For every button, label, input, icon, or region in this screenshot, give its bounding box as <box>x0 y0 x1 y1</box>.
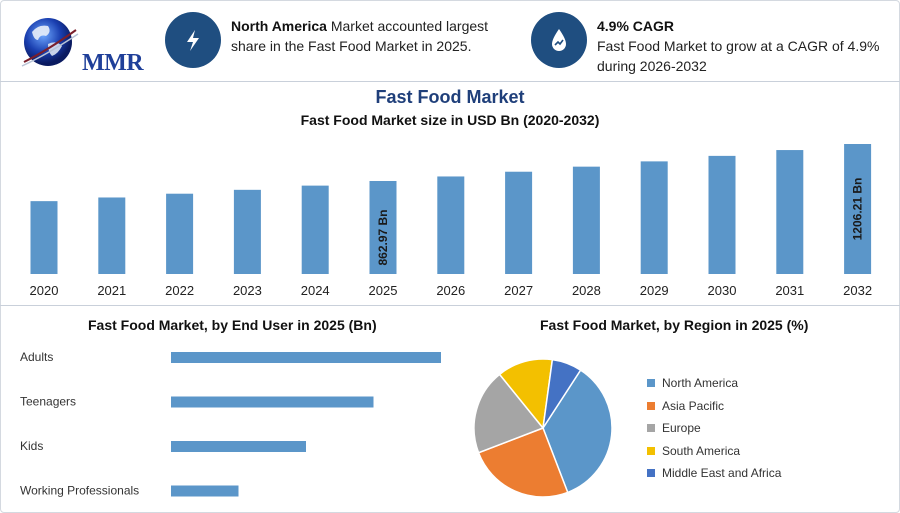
x-tick-label: 2026 <box>436 283 465 298</box>
x-tick-label: 2021 <box>97 283 126 298</box>
x-tick-label: 2030 <box>708 283 737 298</box>
info-cagr-text: 4.9% CAGR Fast Food Market to grow at a … <box>597 16 881 76</box>
category-label: Working Professionals <box>20 484 139 498</box>
bar-2024 <box>301 185 329 274</box>
legend-label: North America <box>662 376 739 391</box>
pie-slice-south-america <box>498 358 554 430</box>
bar-2021 <box>98 197 126 274</box>
legend-item: Europe <box>647 417 781 440</box>
legend-swatch <box>647 424 655 433</box>
header-divider <box>0 81 900 82</box>
bar-2025 <box>369 180 397 274</box>
market-size-bar-chart: 2020 2021 2022 2023 2024 2025 862.97 Bn 2026 202… <box>30 144 872 298</box>
x-tick-label: 2020 <box>30 283 59 298</box>
chart-main-title: Fast Food Market <box>375 87 525 107</box>
legend-label: South America <box>662 443 741 458</box>
hbar-adults <box>171 352 441 363</box>
region-pie-chart <box>473 358 613 498</box>
hbar-teenagers <box>171 396 374 408</box>
x-tick-label: 2032 <box>843 283 872 298</box>
legend-item: Asia Pacific <box>647 395 781 418</box>
info-north-america-text: North America Market accounted largest s… <box>231 16 505 56</box>
legend-swatch <box>647 379 655 388</box>
x-tick-label: 2029 <box>640 283 669 298</box>
pie-slice-north-america <box>542 369 613 494</box>
legend-label: Europe <box>662 421 701 436</box>
info-north-america-body: Market accounted largest share in the Fa… <box>231 18 489 54</box>
info-cagr: 4.9% CAGR Fast Food Market to grow at a … <box>531 12 881 76</box>
logo-text: MMR <box>82 50 144 76</box>
bar-2028 <box>572 166 600 274</box>
bar-2032 <box>844 144 872 274</box>
legend-label: Middle East and Africa <box>662 466 782 481</box>
data-label-2032: 1206.21 Bn <box>851 178 865 241</box>
region-chart-title: Fast Food Market, by Region in 2025 (%) <box>540 317 809 333</box>
region-legend: North America Asia Pacific Europe South Ame… <box>647 372 781 485</box>
end-user-chart-title: Fast Food Market, by End User in 2025 (B… <box>88 317 377 333</box>
bar-2026 <box>437 176 465 274</box>
section-divider <box>0 305 900 306</box>
data-label-2025: 862.97 Bn <box>376 209 390 265</box>
info-cagr-body: Fast Food Market to grow at a CAGR of 4.… <box>597 38 880 74</box>
globe-icon <box>21 18 79 67</box>
x-tick-label: 2025 <box>369 283 398 298</box>
x-tick-label: 2022 <box>165 283 194 298</box>
chart-subtitle: Fast Food Market size in USD Bn (2020-20… <box>300 112 600 128</box>
legend-item: North America <box>647 372 781 395</box>
end-user-bar-chart: Adults Teenagers Kids Working Professionals <box>20 350 441 498</box>
hbar-working-professionals <box>171 485 239 497</box>
info-icon-circle <box>531 12 587 68</box>
x-tick-label: 2023 <box>233 283 262 298</box>
x-tick-label: 2031 <box>775 283 804 298</box>
category-label: Adults <box>20 350 53 364</box>
lightning-bolt-icon <box>187 30 199 51</box>
legend-item: Middle East and Africa <box>647 462 781 485</box>
bar-2027 <box>505 171 533 274</box>
legend-swatch <box>647 401 655 410</box>
growth-drop-icon <box>552 29 566 51</box>
bar-2023 <box>233 189 261 274</box>
info-north-america: North America Market accounted largest s… <box>165 12 505 68</box>
info-icon-circle <box>165 12 221 68</box>
bar-2030 <box>708 155 736 274</box>
pie-slice-asia-pacific <box>477 427 569 498</box>
bar-2022 <box>166 193 194 274</box>
x-tick-label: 2027 <box>504 283 533 298</box>
category-label: Teenagers <box>20 395 76 409</box>
bar-2031 <box>776 150 804 274</box>
bar-2020 <box>30 201 58 274</box>
category-label: Kids <box>20 439 43 453</box>
bar-2029 <box>640 161 668 274</box>
mmr-logo: MMR <box>18 10 144 78</box>
pie-slice-europe <box>473 373 545 454</box>
x-tick-label: 2024 <box>301 283 330 298</box>
info-cagr-bold: 4.9% CAGR <box>597 18 675 34</box>
hbar-kids <box>171 441 306 452</box>
pie-slice-middle-east-and-africa <box>542 358 582 429</box>
x-tick-label: 2028 <box>572 283 601 298</box>
legend-swatch <box>647 446 655 455</box>
legend-item: South America <box>647 440 781 463</box>
legend-swatch <box>647 469 655 478</box>
info-north-america-bold: North America <box>231 18 327 34</box>
legend-label: Asia Pacific <box>662 398 725 413</box>
